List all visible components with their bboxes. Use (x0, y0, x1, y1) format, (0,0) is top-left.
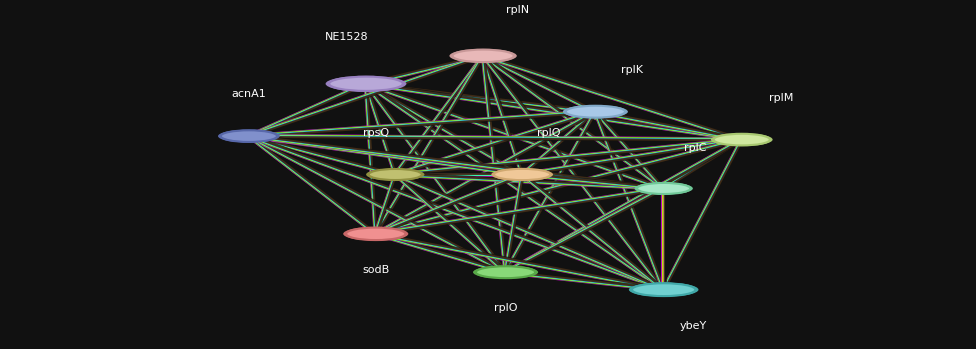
Text: sodB: sodB (362, 266, 389, 275)
Ellipse shape (494, 169, 550, 180)
Ellipse shape (566, 106, 625, 118)
Ellipse shape (637, 183, 690, 194)
Ellipse shape (713, 134, 770, 146)
Ellipse shape (326, 76, 406, 92)
Ellipse shape (218, 129, 280, 143)
Text: rpsQ: rpsQ (363, 128, 388, 138)
Text: rplM: rplM (769, 93, 793, 103)
Ellipse shape (634, 182, 693, 195)
Ellipse shape (449, 49, 517, 63)
Ellipse shape (329, 77, 403, 91)
Ellipse shape (473, 266, 538, 279)
Text: rplQ: rplQ (537, 128, 560, 138)
Ellipse shape (476, 266, 535, 278)
Ellipse shape (563, 105, 628, 118)
Ellipse shape (453, 50, 514, 62)
Text: rplK: rplK (622, 65, 643, 75)
Ellipse shape (631, 283, 696, 296)
Ellipse shape (711, 133, 773, 146)
Text: rplO: rplO (494, 303, 517, 313)
Ellipse shape (346, 228, 405, 240)
Text: ybeY: ybeY (679, 321, 707, 331)
Ellipse shape (344, 227, 408, 241)
Text: NE1528: NE1528 (325, 32, 368, 42)
Text: rplN: rplN (506, 6, 529, 15)
Ellipse shape (369, 169, 422, 180)
Ellipse shape (366, 168, 425, 181)
Text: acnA1: acnA1 (231, 89, 266, 99)
Ellipse shape (629, 282, 699, 297)
Ellipse shape (221, 130, 277, 142)
Ellipse shape (491, 168, 553, 181)
Text: rplC: rplC (683, 143, 707, 153)
